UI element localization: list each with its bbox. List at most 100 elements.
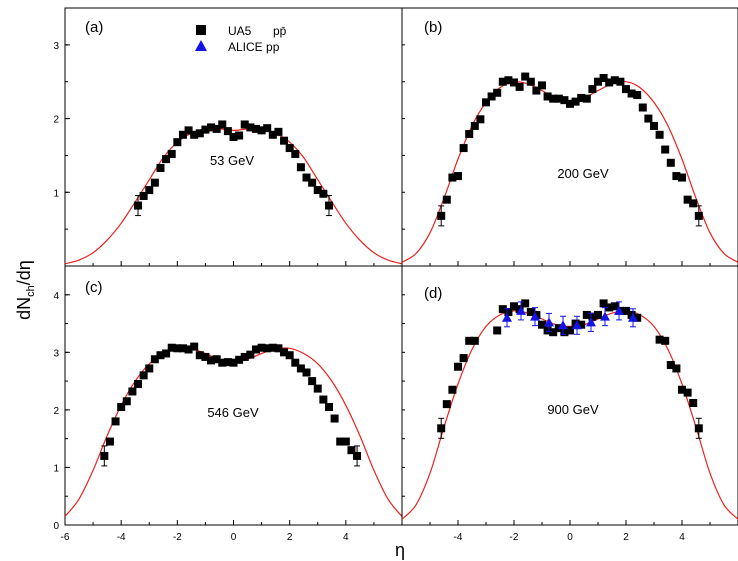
data-point-square — [128, 387, 137, 396]
data-point-square — [549, 94, 558, 103]
data-point-square — [470, 336, 479, 345]
data-point-square — [571, 97, 580, 106]
data-point-square — [291, 358, 300, 367]
data-point-square — [599, 74, 608, 83]
data-point-square — [201, 352, 210, 361]
data-point-square — [156, 351, 165, 360]
data-point-square — [689, 398, 698, 407]
data-point-square — [493, 88, 502, 97]
data-point-square — [313, 384, 322, 393]
panel-a: 1 2 3 (a) 53 GeV — [53, 7, 403, 267]
data-point-square — [178, 344, 187, 353]
data-point-square — [145, 186, 154, 195]
data-point-square — [302, 173, 311, 182]
data-point-square — [274, 344, 283, 353]
data-point-triangle — [516, 305, 526, 315]
data-point-square — [633, 313, 642, 322]
data-point-square — [285, 144, 294, 153]
data-point-square — [274, 127, 283, 136]
data-point-square — [173, 138, 182, 147]
data-point-square — [330, 414, 339, 423]
data-point-square — [650, 121, 658, 130]
y-axis-title-tail: /dη — [14, 260, 34, 285]
data-point-square — [353, 451, 362, 460]
y-tick-label: 2 — [53, 115, 59, 126]
fit-curve — [401, 310, 738, 520]
data-point-square — [139, 371, 148, 380]
data-point-square — [280, 136, 289, 145]
legend-ua5-marker — [196, 25, 206, 35]
data-point-square — [336, 437, 345, 446]
data-point-square — [532, 86, 541, 95]
data-point-square — [666, 158, 675, 167]
data-point-square — [162, 155, 171, 164]
x-tick-label: 2 — [623, 532, 629, 543]
energy-label: 900 GeV — [547, 402, 599, 417]
panels: 1 2 3 (a) 53 GeV (b) 200 GeV 0 1 2 3 4 -6 -4 -2 0 2 4 (c) 5… — [53, 7, 738, 543]
data-point-square — [246, 350, 255, 359]
data-point-square — [184, 126, 193, 135]
y-tick-label: 3 — [53, 41, 59, 52]
data-point-square — [240, 352, 249, 361]
data-point-square — [134, 201, 143, 210]
y-tick-label: 1 — [53, 463, 59, 474]
data-point-square — [100, 451, 109, 460]
data-point-square — [105, 437, 114, 446]
data-point-square — [672, 364, 681, 373]
data-point-square — [229, 358, 238, 367]
data-point-square — [526, 308, 535, 317]
data-point-square — [683, 195, 692, 204]
fit-curve — [64, 127, 403, 265]
data-point-square — [296, 163, 305, 172]
data-point-square — [162, 349, 171, 358]
data-point-square — [549, 328, 558, 337]
legend-ua5-extra: pp̄ — [273, 24, 287, 38]
data-point-square — [678, 173, 686, 182]
data-point-square — [139, 191, 148, 200]
panel-letter: (a) — [85, 19, 103, 36]
data-point-square — [263, 344, 272, 353]
data-point-square — [610, 76, 619, 85]
data-point-square — [566, 326, 574, 335]
data-point-square — [442, 195, 451, 204]
legend: UA5 pp̄ ALICE pp — [195, 24, 287, 54]
data-point-square — [251, 345, 260, 354]
data-point-square — [291, 149, 300, 158]
data-point-square — [437, 424, 446, 433]
data-point-square — [240, 120, 249, 129]
legend-ua5-label: UA5 — [228, 24, 252, 38]
panel-letter: (c) — [85, 279, 103, 296]
data-point-square — [235, 355, 244, 364]
x-axis-title: η — [395, 540, 405, 560]
data-point-square — [150, 355, 159, 364]
x-tick-label: 2 — [287, 532, 293, 543]
data-point-triangle — [586, 317, 596, 327]
energy-label: 53 GeV — [210, 153, 254, 168]
data-point-square — [223, 127, 232, 136]
data-point-square — [195, 129, 204, 138]
data-point-square — [207, 123, 216, 132]
data-point-triangle — [544, 317, 554, 327]
y-axis-title-subscript: ch — [25, 285, 37, 297]
panel-d: -4 -2 0 2 4 (d) 900 GeV — [401, 265, 738, 543]
data-point-square — [622, 85, 630, 94]
data-point-triangle — [502, 312, 512, 322]
data-point-square — [313, 186, 322, 195]
data-point-square — [207, 356, 216, 365]
data-point-square — [184, 345, 193, 354]
data-point-square — [229, 133, 238, 141]
data-point-square — [167, 343, 176, 352]
data-point-square — [638, 103, 647, 112]
data-point-square — [347, 446, 356, 455]
data-point-square — [588, 85, 597, 94]
data-point-square — [543, 326, 552, 335]
data-point-square — [459, 354, 468, 363]
data-point-square — [493, 326, 502, 335]
data-point-triangle — [572, 320, 582, 330]
data-point-square — [588, 312, 597, 321]
data-point-square — [689, 199, 698, 208]
data-point-square — [610, 302, 619, 311]
x-tick-label: -4 — [454, 532, 463, 543]
data-point-square — [678, 385, 686, 394]
data-point-square — [672, 172, 681, 181]
